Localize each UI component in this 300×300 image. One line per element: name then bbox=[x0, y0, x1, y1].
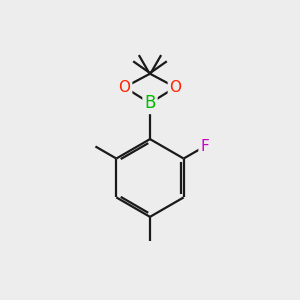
Text: O: O bbox=[169, 80, 181, 95]
Text: B: B bbox=[144, 94, 156, 112]
Text: F: F bbox=[200, 139, 209, 154]
Text: O: O bbox=[118, 80, 130, 95]
